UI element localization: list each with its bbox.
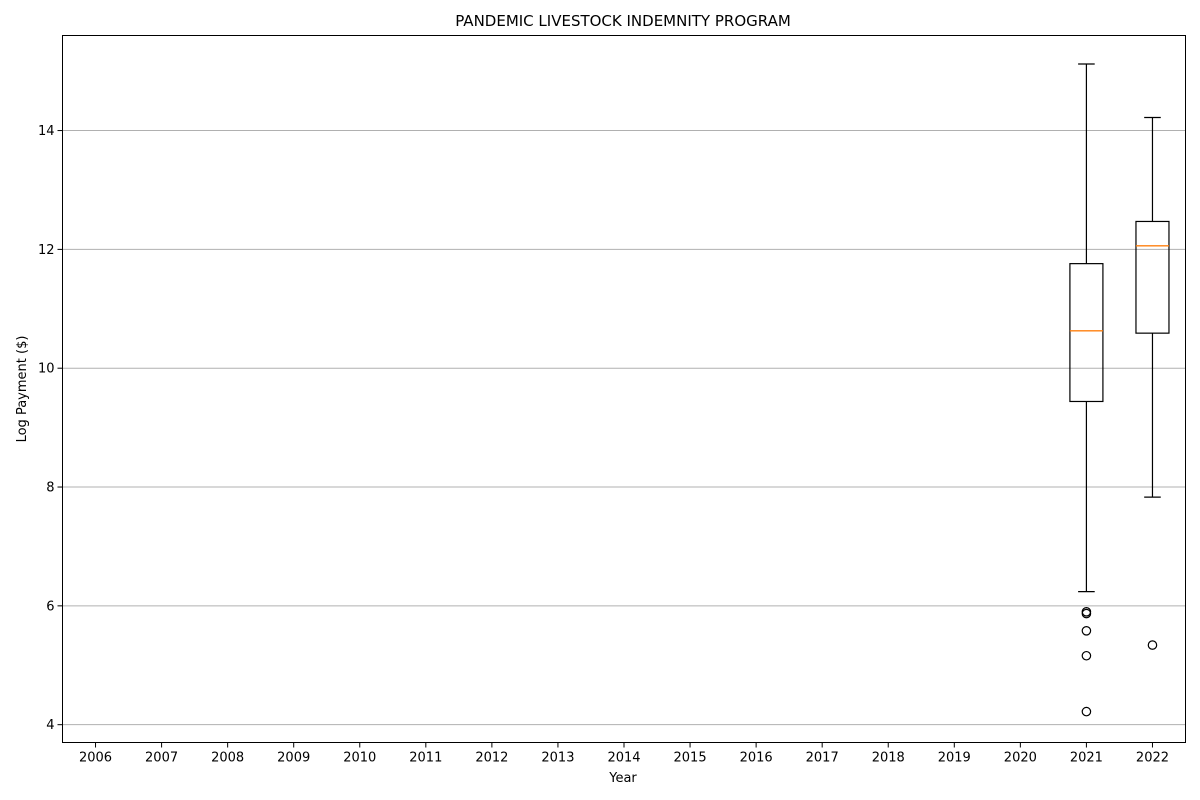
box-layer (1069, 63, 1170, 717)
x-tick-label: 2006 (79, 751, 112, 766)
grid-layer (62, 130, 1186, 726)
outlier-point (1081, 608, 1092, 619)
outlier-point (1081, 626, 1092, 636)
y-tick-label: 12 (38, 243, 55, 258)
x-tick-label: 2008 (211, 751, 244, 766)
x-tick-label: 2018 (872, 751, 905, 766)
x-tick-label: 2010 (343, 751, 376, 766)
tick-layer: 4 6 8 10 12 14 2006 2007 2008 2009 2010 2011 2012 201… (38, 124, 1169, 765)
y-tick-label: 8 (46, 481, 54, 496)
x-tick-label: 2021 (1070, 751, 1103, 766)
axes-frame (62, 35, 1186, 743)
x-tick-label: 2017 (806, 751, 839, 766)
x-tick-label: 2011 (409, 751, 442, 766)
x-tick-label: 2015 (674, 751, 707, 766)
x-tick-label: 2013 (541, 751, 574, 766)
y-tick-label: 10 (38, 362, 55, 377)
outlier-point (1081, 650, 1092, 661)
x-axis-label: Year (608, 771, 637, 786)
x-tick-label: 2014 (607, 751, 640, 766)
y-tick-label: 4 (46, 718, 54, 733)
y-tick-label: 14 (38, 124, 55, 139)
x-tick-label: 2007 (145, 751, 178, 766)
x-tick-label: 2012 (475, 751, 508, 766)
x-tick-label: 2019 (938, 751, 971, 766)
outlier-point (1081, 706, 1092, 717)
x-tick-label: 2022 (1136, 751, 1169, 766)
chart-title: PANDEMIC LIVESTOCK INDEMNITY PROGRAM (455, 12, 791, 30)
iqr-box (1069, 263, 1104, 403)
outlier-point (1147, 640, 1158, 650)
x-tick-label: 2009 (277, 751, 310, 766)
y-axis-label: Log Payment ($) (15, 336, 30, 443)
y-tick-label: 6 (46, 599, 54, 614)
x-tick-label: 2016 (740, 751, 773, 766)
iqr-box (1135, 220, 1170, 334)
x-tick-label: 2020 (1004, 751, 1037, 766)
